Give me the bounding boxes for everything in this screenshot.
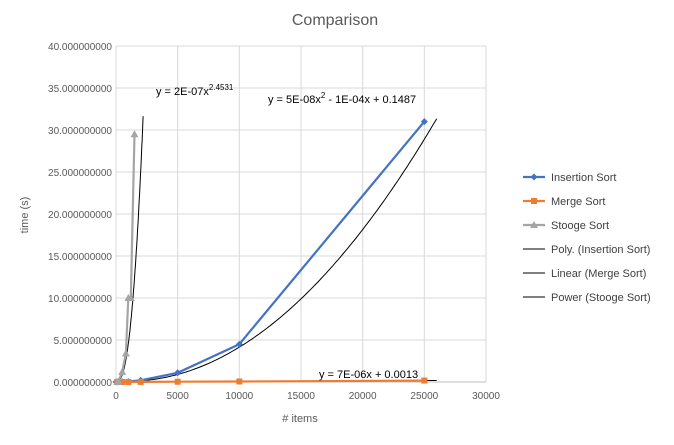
y-tick-label: 40.000000000 [48,42,112,53]
trendlines [116,116,438,383]
data-point [118,367,127,375]
y-tick-label: 5.000000000 [54,336,113,347]
y-tick-label: 15.000000000 [48,252,112,263]
trendline-equation: y = 2E-07x2.4531 [156,83,234,98]
trendline [116,116,144,383]
legend: Insertion Sort Merge Sort Stooge Sort Poly.… [523,172,651,304]
data-point [126,294,135,301]
legend-label: Linear (Merge Sort) [551,268,646,280]
y-axis-label: time (s) [19,197,31,234]
data-point [130,130,139,138]
data-point [235,340,243,348]
trendline-equation: y = 5E-08x2 - 1E-04x + 0.1487 [268,91,416,106]
x-tick-label: 5000 [167,391,190,402]
data-point [121,349,130,357]
data-point [530,221,538,228]
data-point [125,379,132,385]
trendline-equation: y = 7E-06x + 0.0013 [319,369,418,381]
legend-label: Merge Sort [551,196,605,208]
data-point [531,198,537,204]
y-tick-label: 10.000000000 [48,294,112,305]
legend-label: Stooge Sort [551,220,609,232]
data-point [530,173,538,181]
y-tick-label: 35.000000000 [48,84,112,95]
data-point [114,377,123,385]
y-tick-label: 25.000000000 [48,168,112,179]
x-tick-label: 10000 [225,391,253,402]
trendline [140,118,438,382]
chart-title: Comparison [292,12,378,29]
x-tick-label: 0 [113,391,119,402]
legend-label: Poly. (Insertion Sort) [551,244,650,256]
data-point [174,369,182,377]
x-tick-label: 25000 [410,391,438,402]
legend-label: Power (Stooge Sort) [551,292,651,304]
data-point [236,378,243,385]
data-point [119,379,126,385]
y-tick-label: 0.000000000 [54,378,113,389]
series-line [116,134,136,384]
x-tick-label: 20000 [349,391,377,402]
data-point [421,377,428,384]
trendline-equations: y = 5E-08x2 - 1E-04x + 0.1487 y = 7E-06x … [156,83,418,381]
data-point [137,378,144,385]
gridlines [115,45,487,383]
y-tick-label: 20.000000000 [48,210,112,221]
data-point [420,118,428,126]
y-tick-label: 30.000000000 [48,126,112,137]
legend-label: Insertion Sort [551,172,616,184]
data-series [112,118,428,386]
series-line [116,120,426,384]
x-tick-label: 30000 [472,391,500,402]
x-tick-label: 15000 [287,391,315,402]
x-axis-label: # items [282,413,318,425]
data-point [174,378,181,385]
